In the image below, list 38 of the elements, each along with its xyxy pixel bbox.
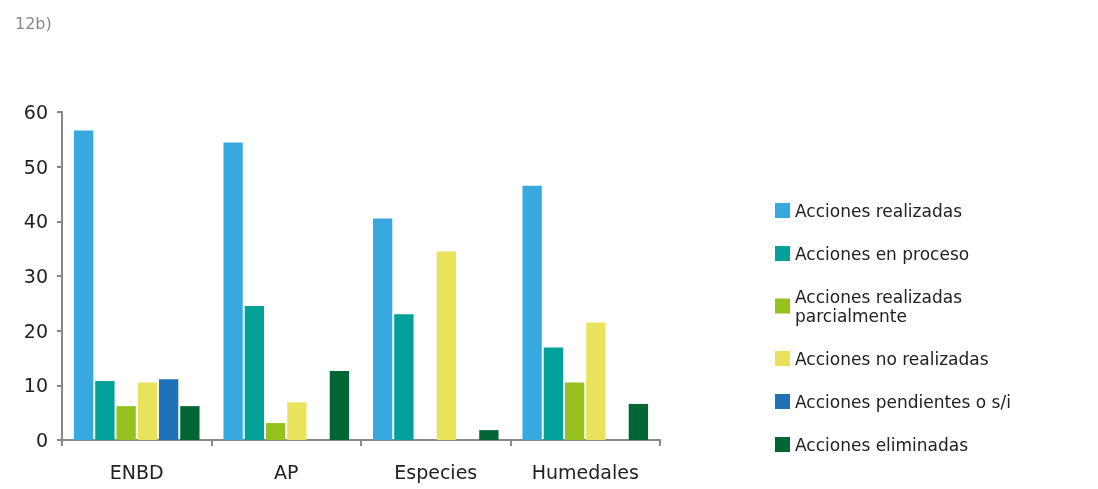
bar: [329, 371, 350, 440]
bar: [137, 382, 158, 440]
chart-title: 12b): [15, 13, 52, 33]
legend-label: Acciones no realizadas: [795, 348, 989, 369]
bar: [436, 251, 457, 440]
y-tick-label: 30: [23, 265, 48, 287]
x-tick-label: ENBD: [109, 460, 164, 483]
y-tick-label: 0: [35, 429, 48, 451]
bar: [223, 142, 243, 440]
bar: [522, 185, 542, 440]
legend-label: Acciones eliminadas: [795, 434, 969, 455]
x-tick-label: Especies: [394, 460, 478, 483]
bar: [479, 430, 499, 440]
y-tick-label: 10: [23, 374, 48, 397]
bar: [180, 406, 200, 440]
legend-label: Acciones en proceso: [795, 243, 970, 264]
legend-label: Acciones pendientes o s/i: [795, 391, 1011, 412]
legend-label: Acciones realizadas: [795, 200, 963, 221]
bar: [95, 380, 115, 440]
y-tick-label: 60: [23, 101, 48, 123]
bar: [244, 306, 265, 440]
bar: [372, 218, 393, 440]
y-tick-label: 40: [23, 210, 48, 233]
bar: [628, 403, 649, 440]
x-tick-label: AP: [274, 460, 299, 483]
bar: [586, 322, 606, 440]
legend-label: Acciones realizadas parcialmente: [795, 286, 968, 326]
bar: [158, 379, 179, 440]
bar: [543, 347, 564, 440]
bar: [287, 402, 307, 440]
bar: [564, 382, 585, 440]
bar: [73, 130, 94, 440]
x-tick-label: Humedales: [531, 460, 639, 483]
bar: [265, 423, 286, 440]
bar: [394, 314, 414, 440]
y-tick-label: 50: [23, 155, 48, 178]
y-tick-label: 20: [23, 319, 48, 342]
bar: [116, 406, 136, 440]
